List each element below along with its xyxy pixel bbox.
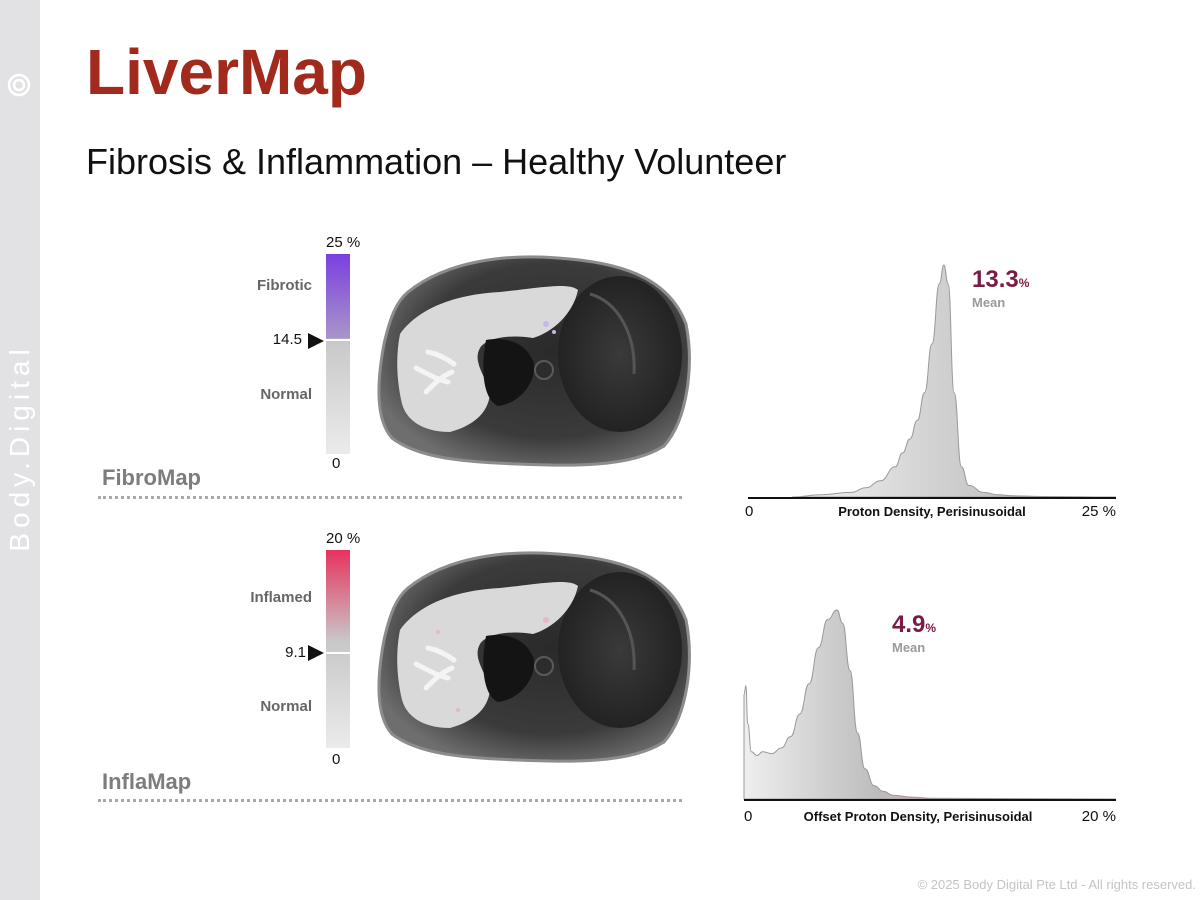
fibro-lower-label: Normal [260, 386, 312, 403]
page-title: LiverMap [86, 36, 367, 108]
infla-x-max-label: 20 % [1082, 808, 1116, 825]
infla-scale-min: 0 [332, 751, 341, 768]
fibro-x-max-label: 25 % [1082, 503, 1116, 520]
infla-mean-unit: % [925, 621, 936, 635]
fibro-histogram: 13.3% Mean 0 Proton Density, Perisinusoi… [745, 264, 1117, 520]
infla-x-min-label: 0 [744, 808, 752, 825]
fibro-x-min-label: 0 [745, 503, 753, 520]
infla-histogram-area [743, 609, 1117, 800]
fibro-mri-image [377, 255, 691, 467]
fibro-upper-label: Fibrotic [257, 277, 312, 294]
page-subtitle: Fibrosis & Inflammation – Healthy Volunt… [86, 141, 787, 182]
sidebar-brand-text: Body.Digital [4, 344, 35, 552]
sidebar: Body.Digital [0, 0, 40, 900]
fibro-histogram-area [792, 264, 1117, 498]
fibro-scale-min: 0 [332, 455, 341, 472]
fibro-threshold-value: 14.5 [272, 331, 302, 348]
infla-threshold-value: 9.1 [285, 644, 306, 661]
body-digital-logo-icon [7, 73, 31, 97]
fibro-mean-value: 13.3% [972, 266, 1030, 293]
inflamap-divider [98, 799, 682, 802]
fibro-mean-label: Mean [972, 295, 1005, 310]
inflamap-section-label: InflaMap [102, 769, 192, 794]
infla-histogram: 4.9% Mean 0 Offset Proton Density, Peris… [743, 609, 1117, 825]
infla-mean-label: Mean [892, 640, 925, 655]
infla-lower-label: Normal [260, 698, 312, 715]
fibro-scale-max: 25 % [326, 234, 361, 251]
fibro-color-scale [326, 254, 350, 454]
fibro-mean-unit: % [1019, 276, 1030, 290]
fibro-threshold-arrow-icon [308, 333, 324, 349]
copyright-footer: © 2025 Body Digital Pte Ltd - All rights… [917, 877, 1196, 892]
infla-mri-image [377, 551, 691, 763]
infla-upper-label: Inflamed [250, 589, 312, 606]
infla-mean-value: 4.9% [892, 611, 936, 638]
fibro-x-axis-title: Proton Density, Perisinusoidal [838, 504, 1026, 519]
infla-x-axis-title: Offset Proton Density, Perisinusoidal [804, 809, 1033, 824]
fibromap-divider [98, 496, 682, 499]
infla-color-scale [326, 550, 350, 748]
infla-scale-max: 20 % [326, 530, 361, 547]
infla-threshold-arrow-icon [308, 645, 324, 661]
fibromap-section-label: FibroMap [102, 465, 201, 490]
